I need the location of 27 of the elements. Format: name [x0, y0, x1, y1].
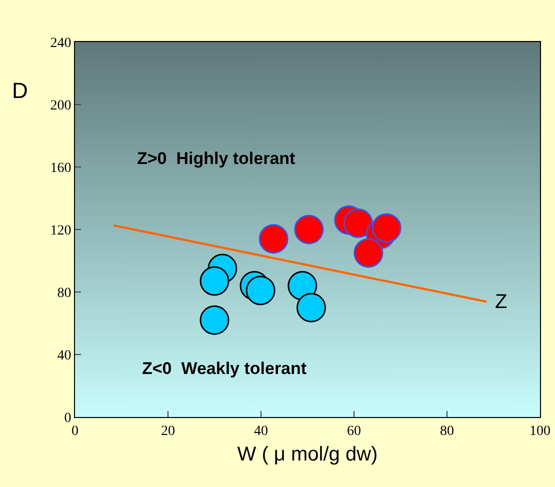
- point: [200, 266, 230, 296]
- point: [343, 208, 373, 238]
- x-tick-label: 20: [161, 424, 175, 439]
- point: [296, 292, 326, 322]
- point: [200, 305, 230, 335]
- annotation: Z<0 Weakly tolerant: [142, 359, 307, 378]
- y-tick-label: 40: [57, 348, 72, 364]
- series-label: Z: [495, 291, 508, 313]
- y-tick-label: 0: [64, 410, 72, 426]
- point: [288, 271, 318, 300]
- y-tick-label: 80: [57, 286, 72, 301]
- y-axis-title: D: [12, 78, 28, 103]
- point: [372, 213, 402, 243]
- x-tick-label: 60: [347, 424, 361, 439]
- point: [246, 276, 276, 306]
- y-tick-label: 200: [50, 98, 72, 114]
- annotation: Z>0 Highly tolerant: [137, 149, 296, 168]
- y-tick-label: 120: [50, 223, 72, 238]
- y-tick-label: 240: [50, 36, 72, 51]
- y-tick-label: 160: [50, 160, 72, 176]
- point: [354, 238, 384, 268]
- point: [258, 224, 288, 254]
- x-axis-title: W ( μ mol/g dw): [237, 443, 378, 466]
- x-tick-label: 80: [440, 424, 454, 439]
- x-tick-label: 100: [530, 424, 550, 439]
- x-tick-label: 40: [254, 424, 268, 439]
- point: [294, 214, 324, 244]
